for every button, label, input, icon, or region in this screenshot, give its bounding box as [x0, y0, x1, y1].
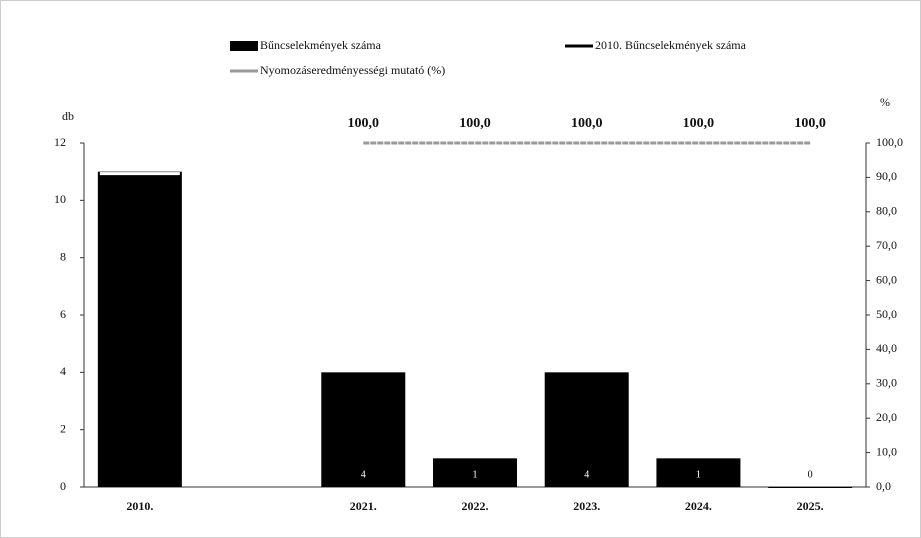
data-label: 1	[696, 469, 701, 480]
x-tick-label: 2021.	[350, 499, 377, 513]
bar	[97, 171, 182, 487]
legend-label: 2010. Bűncselekmények száma	[595, 38, 747, 52]
x-tick-label: 2022.	[462, 499, 489, 513]
bar	[544, 372, 629, 487]
y-tick-label: 0	[60, 479, 66, 493]
x-tick-label: 2010.	[126, 499, 153, 513]
y-tick-label: 2	[60, 421, 66, 435]
y2-tick-label: 20,0	[876, 410, 897, 424]
y-tick-label: 4	[60, 364, 66, 378]
y2-tick-label: 30,0	[876, 376, 897, 390]
y-tick-label: 6	[60, 307, 66, 321]
y-tick-label: 8	[60, 249, 66, 263]
data-label: 100,0	[683, 116, 715, 131]
y-axis-label: db	[62, 109, 74, 123]
data-label: 100,0	[459, 116, 491, 131]
y2-tick-label: 50,0	[876, 307, 897, 321]
y2-tick-label: 10,0	[876, 444, 897, 458]
data-label: 100,0	[571, 116, 603, 131]
data-label: 1	[473, 469, 478, 480]
data-label: 100,0	[348, 116, 380, 131]
data-label: 4	[361, 469, 366, 480]
y2-tick-label: 70,0	[876, 238, 897, 252]
data-label: 100,0	[794, 116, 826, 131]
y-tick-label: 12	[54, 135, 66, 149]
y-tick-label: 10	[54, 192, 66, 206]
y2-axis-label: %	[880, 95, 890, 109]
x-tick-label: 2024.	[685, 499, 712, 513]
y2-tick-label: 40,0	[876, 341, 897, 355]
legend-label: Nyomozáseredményességi mutató (%)	[260, 63, 445, 77]
y2-tick-label: 90,0	[876, 169, 897, 183]
legend-label: Bűncselekmények száma	[260, 38, 382, 52]
y2-tick-label: 60,0	[876, 272, 897, 286]
data-label: 0	[808, 469, 813, 480]
bar	[433, 458, 517, 487]
y2-tick-label: 100,0	[876, 135, 903, 149]
bar	[321, 372, 406, 487]
y2-tick-label: 0,0	[876, 479, 891, 493]
x-tick-label: 2023.	[573, 499, 600, 513]
x-tick-label: 2025.	[797, 499, 824, 513]
data-label: 4	[584, 469, 589, 480]
bar	[768, 487, 853, 488]
legend-swatch	[230, 41, 258, 51]
y2-tick-label: 80,0	[876, 204, 897, 218]
bar	[656, 458, 741, 487]
